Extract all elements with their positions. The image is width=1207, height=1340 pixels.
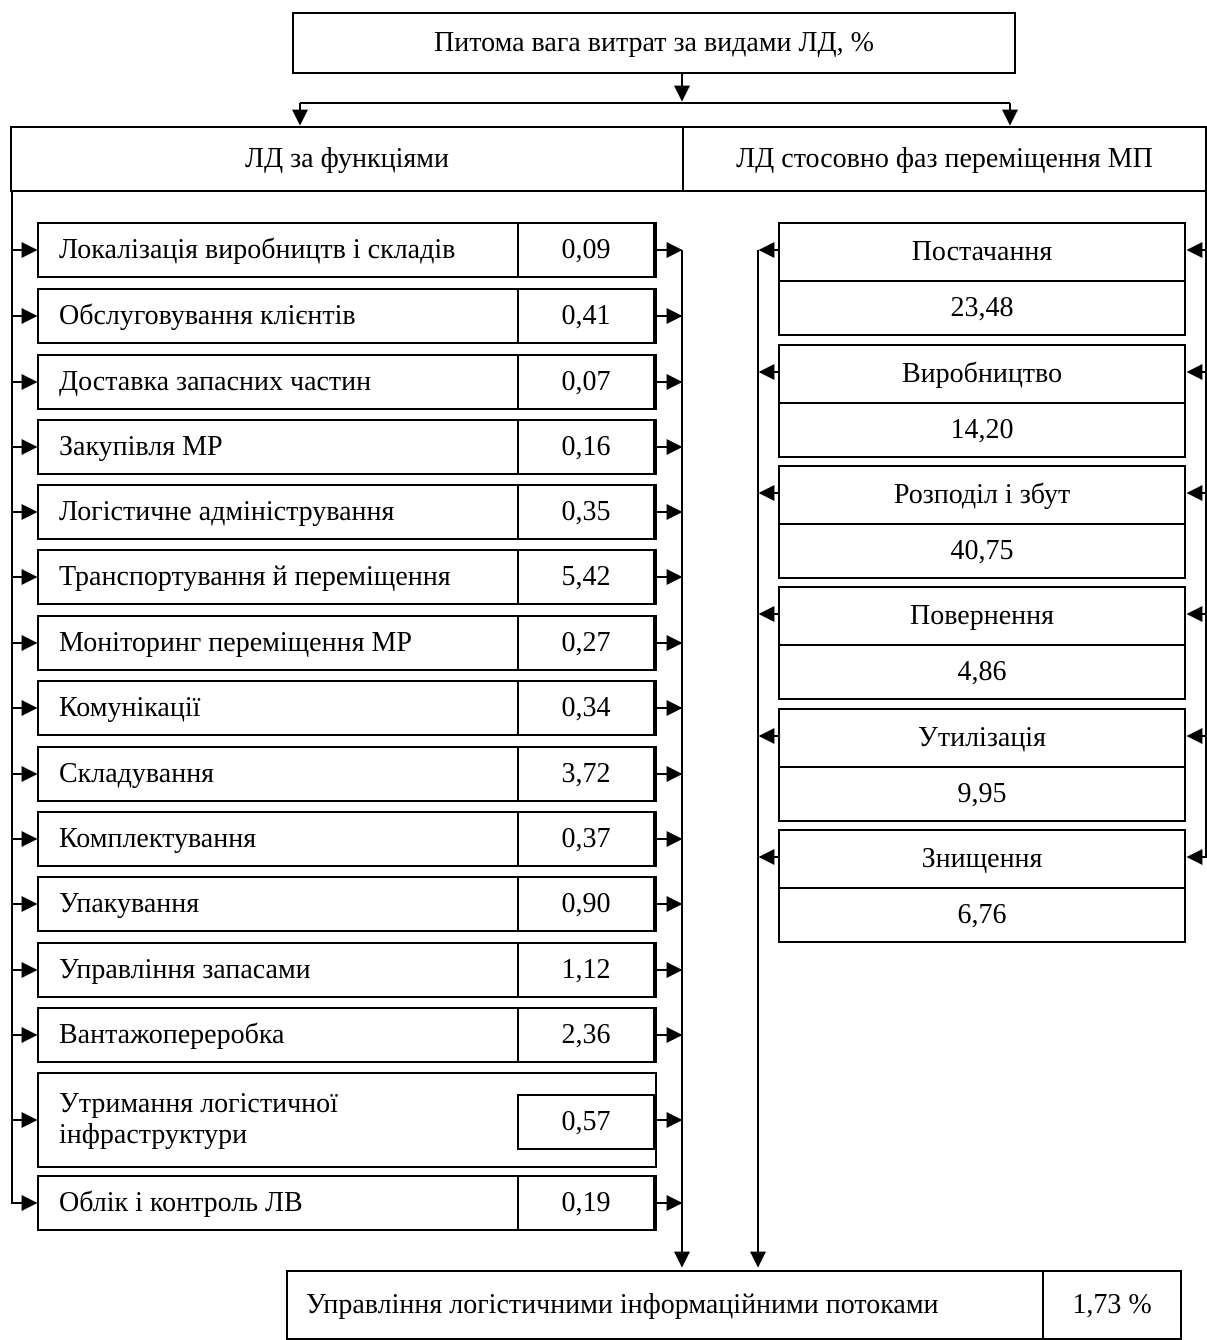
phase-value: 4,86	[957, 656, 1007, 687]
function-label: Моніторинг переміщення МР	[59, 626, 412, 658]
function-row: Упакування 0,90	[37, 876, 657, 932]
right-header: ЛД стосовно фаз переміщення МП	[736, 143, 1153, 174]
phase-block: Постачання 23,48	[778, 222, 1186, 336]
function-value: 0,07	[517, 354, 655, 410]
function-value: 0,90	[517, 876, 655, 932]
bottom-value-cell: 1,73 %	[1042, 1270, 1180, 1340]
bottom-box: Управління логістичними інформаційними п…	[286, 1270, 1182, 1340]
phase-label: Утилізація	[780, 710, 1184, 768]
phase-block: Виробництво 14,20	[778, 344, 1186, 458]
left-header-box: ЛД за функціями	[10, 126, 684, 192]
function-value: 0,16	[517, 419, 655, 475]
phase-block: Утилізація 9,95	[778, 708, 1186, 822]
bottom-value: 1,73 %	[1072, 1289, 1152, 1320]
phase-value: 6,76	[957, 899, 1007, 930]
diagram-title-box: Питома вага витрат за видами ЛД, %	[292, 12, 1016, 74]
function-label: Утримання логістичної інфраструктури	[59, 1088, 338, 1150]
phase-value: 23,48	[950, 292, 1014, 323]
function-value: 0,19	[517, 1175, 655, 1231]
function-value: 3,72	[517, 746, 655, 802]
function-row: Складування 3,72	[37, 746, 657, 802]
function-value: 0,41	[517, 288, 655, 344]
function-value: 0,35	[517, 484, 655, 540]
function-label: Упакування	[59, 887, 200, 919]
function-row: Управління запасами 1,12	[37, 942, 657, 998]
phase-block: Розподіл і збут 40,75	[778, 465, 1186, 579]
function-label: Комплектування	[59, 822, 257, 854]
phase-label: Знищення	[780, 831, 1184, 889]
phase-label: Повернення	[780, 588, 1184, 646]
function-label: Вантажопереробка	[59, 1018, 285, 1050]
phase-value: 40,75	[950, 535, 1014, 566]
function-label: Комунікації	[59, 691, 201, 723]
function-row: Моніторинг переміщення МР 0,27	[37, 615, 657, 671]
function-value: 0,37	[517, 811, 655, 867]
function-value: 5,42	[517, 549, 655, 605]
phase-label: Постачання	[780, 224, 1184, 282]
function-row: Закупівля МР 0,16	[37, 419, 657, 475]
function-row: Комунікації 0,34	[37, 680, 657, 736]
function-value: 1,12	[517, 942, 655, 998]
function-row: Транспортування й переміщення 5,42	[37, 549, 657, 605]
function-value: 2,36	[517, 1007, 655, 1063]
phase-value: 9,95	[957, 778, 1007, 809]
function-label: Складування	[59, 757, 215, 789]
function-label: Закупівля МР	[59, 430, 223, 462]
function-row: Обслуговування клієнтів 0,41	[37, 288, 657, 344]
function-row: Локалізація виробництв і складів 0,09	[37, 222, 657, 278]
function-label: Облік і контроль ЛВ	[59, 1186, 303, 1218]
phase-value: 14,20	[950, 414, 1014, 445]
function-value: 0,27	[517, 615, 655, 671]
function-value: 0,09	[517, 222, 655, 278]
phase-block: Знищення 6,76	[778, 829, 1186, 943]
function-label: Логістичне адміністрування	[59, 495, 395, 527]
function-label: Доставка запасних частин	[59, 365, 372, 397]
phase-label: Виробництво	[780, 346, 1184, 404]
function-row: Доставка запасних частин 0,07	[37, 354, 657, 410]
right-header-box: ЛД стосовно фаз переміщення МП	[682, 126, 1207, 192]
function-label: Обслуговування клієнтів	[59, 299, 356, 331]
function-label: Локалізація виробництв і складів	[59, 233, 456, 265]
diagram-title: Питома вага витрат за видами ЛД, %	[434, 27, 874, 58]
function-row: Вантажопереробка 2,36	[37, 1007, 657, 1063]
function-value: 0,34	[517, 680, 655, 736]
function-row: Утримання логістичної інфраструктури 0,57	[37, 1072, 657, 1168]
function-label: Управління запасами	[59, 953, 311, 985]
phase-block: Повернення 4,86	[778, 586, 1186, 700]
bottom-label: Управління логістичними інформаційними п…	[306, 1289, 939, 1320]
left-header: ЛД за функціями	[245, 143, 449, 174]
function-label: Транспортування й переміщення	[59, 560, 451, 592]
function-value: 0,57	[517, 1094, 655, 1150]
function-row: Комплектування 0,37	[37, 811, 657, 867]
phase-label: Розподіл і збут	[780, 467, 1184, 525]
function-row: Логістичне адміністрування 0,35	[37, 484, 657, 540]
function-row: Облік і контроль ЛВ 0,19	[37, 1175, 657, 1231]
